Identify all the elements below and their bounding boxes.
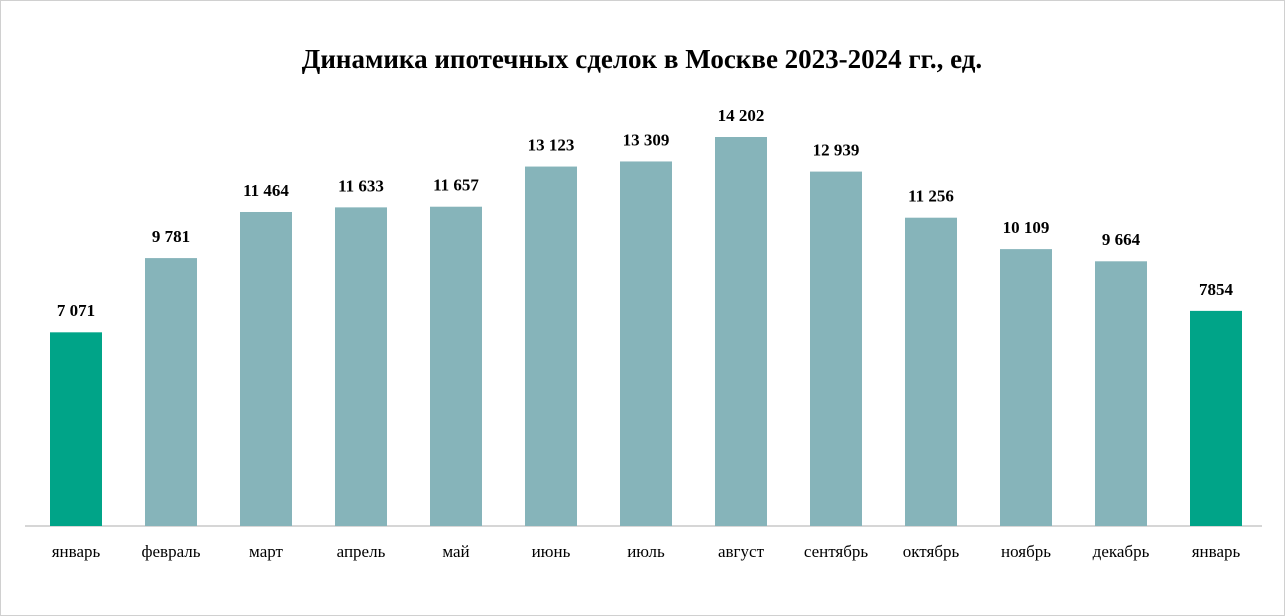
value-label: 13 123 <box>528 135 575 154</box>
x-tick-label: сентябрь <box>804 542 869 561</box>
value-label: 7 071 <box>57 301 95 320</box>
x-tick-label: май <box>442 542 469 561</box>
bar <box>50 332 102 526</box>
bar <box>1190 310 1242 526</box>
value-label: 14 202 <box>718 106 765 125</box>
x-tick-label: апрель <box>337 542 386 561</box>
value-label: 13 309 <box>623 130 670 149</box>
bar <box>810 171 862 526</box>
value-label: 11 464 <box>243 181 289 200</box>
value-label: 9 781 <box>152 227 190 246</box>
x-tick-label: август <box>718 542 765 561</box>
bar <box>715 137 767 526</box>
value-label: 11 657 <box>433 176 479 195</box>
chart-title: Динамика ипотечных сделок в Москве 2023-… <box>302 44 982 74</box>
x-tick-label: декабрь <box>1093 542 1150 561</box>
bar <box>1095 261 1147 526</box>
bar <box>905 217 957 526</box>
x-tick-label: январь <box>1192 542 1241 561</box>
x-tick-label: февраль <box>141 542 200 561</box>
x-tick-label: октябрь <box>903 542 960 561</box>
x-tick-label: июнь <box>532 542 571 561</box>
value-label: 11 633 <box>338 176 384 195</box>
x-tick-label: июль <box>627 542 665 561</box>
value-label: 11 256 <box>908 187 954 206</box>
bar <box>525 166 577 526</box>
x-tick-label: март <box>249 542 283 561</box>
value-label: 10 109 <box>1003 218 1050 237</box>
value-label: 9 664 <box>1102 230 1141 249</box>
value-label: 12 939 <box>813 141 860 160</box>
bar <box>430 206 482 526</box>
bar <box>240 211 292 526</box>
bar <box>1000 249 1052 526</box>
bar <box>335 207 387 526</box>
x-tick-label: январь <box>52 542 101 561</box>
bar <box>620 161 672 526</box>
bar <box>145 258 197 526</box>
value-label: 7854 <box>1199 280 1234 299</box>
x-tick-label: ноябрь <box>1001 542 1051 561</box>
